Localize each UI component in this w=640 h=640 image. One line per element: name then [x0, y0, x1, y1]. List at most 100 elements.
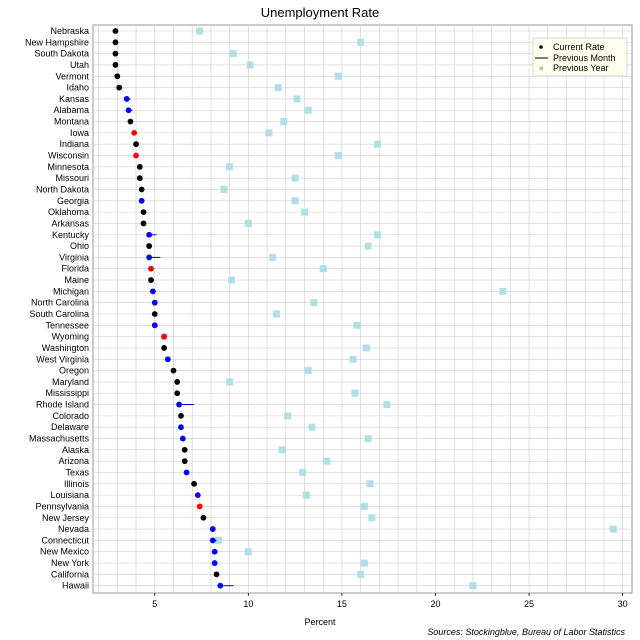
state-label: Oregon: [59, 366, 89, 376]
x-axis-ticks: 5 10 15 20 25 30: [152, 593, 628, 609]
previous-year-marker: [226, 163, 234, 171]
previous-year-marker: [334, 152, 342, 160]
previous-year-markers: [160, 27, 617, 590]
state-label: Nevada: [58, 524, 89, 534]
previous-year-marker: [373, 140, 381, 148]
state-label: New Hampshire: [25, 37, 89, 47]
previous-year-marker: [304, 367, 312, 375]
state-label: Ohio: [70, 241, 89, 251]
state-label: Kansas: [59, 94, 90, 104]
state-label: Arizona: [58, 456, 89, 466]
x-tick-label: 10: [243, 599, 253, 609]
x-tick-label: 20: [430, 599, 440, 609]
previous-year-marker: [609, 525, 617, 533]
current-rate-dot: [114, 73, 121, 80]
state-label: Arkansas: [51, 218, 89, 228]
state-label: Wisconsin: [48, 151, 89, 161]
legend: Current Rate Previous Month Previous Yea…: [532, 37, 628, 77]
current-rate-dot: [161, 345, 168, 351]
previous-year-marker: [280, 118, 288, 126]
legend-current-label: Current Rate: [553, 42, 605, 52]
state-label: Michigan: [53, 286, 89, 296]
previous-year-marker: [220, 185, 228, 193]
state-label: Missouri: [55, 173, 89, 183]
previous-year-marker: [360, 502, 368, 510]
previous-year-marker: [229, 50, 237, 58]
state-label: North Dakota: [36, 184, 89, 194]
state-label: Connecticut: [41, 535, 89, 545]
current-rate-dot: [151, 311, 158, 317]
current-rate-dot: [138, 186, 145, 193]
current-rate-dot: [174, 390, 181, 397]
state-label: New Jersey: [42, 513, 90, 523]
current-rate-dot: [174, 379, 181, 385]
state-label: Oklahoma: [48, 207, 89, 217]
state-label: North Carolina: [31, 298, 89, 308]
previous-year-marker: [383, 401, 391, 409]
current-rate-dot: [112, 39, 119, 46]
state-label: Maine: [64, 275, 89, 285]
state-label: Florida: [61, 264, 89, 274]
current-rate-dot: [133, 141, 139, 148]
state-label: Utah: [70, 60, 89, 70]
state-label: South Dakota: [34, 49, 89, 59]
state-label: Montana: [54, 117, 89, 127]
grid-lines: [93, 25, 632, 593]
previous-year-marker: [469, 582, 477, 590]
previous-year-marker: [364, 435, 372, 443]
previous-year-marker: [274, 84, 282, 92]
current-rate-dot: [209, 537, 216, 544]
current-rate-dot: [148, 265, 154, 272]
current-rate-dot: [146, 254, 153, 261]
state-label: Illinois: [64, 479, 90, 489]
current-rate-dot: [149, 288, 156, 295]
state-label: Mississippi: [45, 388, 89, 398]
state-label: Nebraska: [50, 26, 89, 36]
state-label: Wyoming: [52, 332, 89, 342]
current-rate-dot: [181, 446, 188, 453]
state-label: South Carolina: [29, 309, 89, 319]
current-rate-dot: [196, 503, 203, 510]
state-label: Iowa: [70, 128, 89, 138]
current-rate-dot: [116, 84, 123, 91]
previous-year-marker: [362, 344, 370, 352]
previous-year-marker: [357, 570, 365, 578]
previous-year-marker: [353, 321, 361, 329]
current-rate-dot: [178, 424, 184, 431]
current-rate-dots: [112, 28, 224, 589]
previous-year-marker: [214, 536, 222, 544]
x-tick-label: 15: [337, 599, 347, 609]
current-rate-dot: [138, 197, 145, 204]
current-rate-dot: [151, 299, 158, 306]
state-label: Alaska: [62, 445, 89, 455]
previous-year-marker: [304, 106, 312, 114]
previous-year-marker: [299, 468, 307, 476]
x-tick-label: 30: [618, 599, 628, 609]
state-label: Vermont: [55, 71, 89, 81]
current-rate-dot: [194, 492, 201, 499]
current-rate-dot: [140, 220, 147, 227]
previous-year-marker: [323, 457, 331, 465]
current-rate-dot: [125, 107, 132, 114]
plot-area: [92, 24, 633, 594]
current-rate-dot: [127, 118, 134, 125]
previous-year-marker: [265, 129, 273, 137]
previous-year-marker: [293, 95, 301, 103]
previous-year-marker: [269, 253, 277, 261]
previous-year-marker: [246, 61, 254, 69]
state-label: Minnesota: [47, 162, 89, 172]
current-rate-dot: [161, 333, 168, 340]
current-rate-dot: [211, 548, 218, 555]
current-rate-dot: [151, 322, 158, 329]
state-label: Indiana: [59, 139, 89, 149]
current-rate-dot: [112, 62, 119, 68]
state-label: Virginia: [59, 252, 89, 262]
x-axis-label: Percent: [304, 617, 336, 627]
chart-title: Unemployment Rate: [261, 5, 380, 20]
state-label: New Mexico: [40, 547, 89, 557]
current-rate-dot: [211, 560, 218, 566]
state-label: Hawaii: [62, 581, 89, 591]
previous-year-marker: [364, 242, 372, 250]
previous-year-marker: [278, 446, 286, 454]
